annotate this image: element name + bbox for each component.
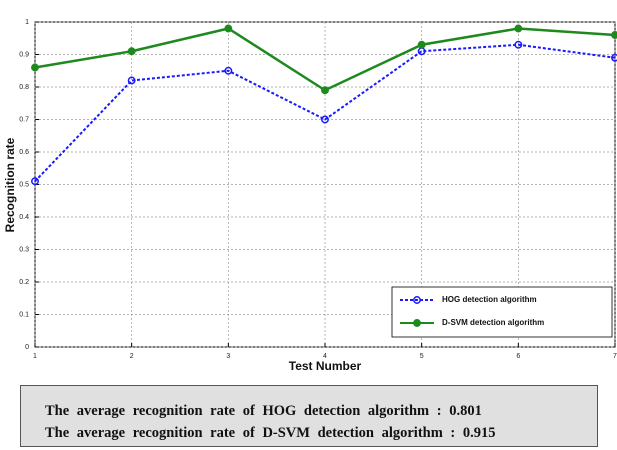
y-tick-label: 0.2 <box>19 279 29 286</box>
x-tick-label: 3 <box>226 353 230 360</box>
data-point <box>31 177 39 186</box>
caption-box: The average recognition rate of HOG dete… <box>20 385 598 447</box>
data-point <box>224 66 233 75</box>
y-tick-label: 0 <box>25 344 29 351</box>
data-point <box>417 40 426 49</box>
x-tick-label: 2 <box>130 353 134 360</box>
caption-line: The average recognition rate of D-SVM de… <box>45 425 496 441</box>
x-tick-label: 7 <box>613 353 617 360</box>
y-tick-label: 0.3 <box>19 246 29 253</box>
y-tick-label: 0.6 <box>19 149 29 156</box>
data-point <box>31 63 39 72</box>
y-tick-label: 0.5 <box>19 181 29 188</box>
data-point <box>224 24 233 33</box>
legend-label: HOG detection algorithm <box>442 295 537 304</box>
data-point <box>127 76 136 85</box>
y-tick-label: 0.1 <box>19 311 29 318</box>
chart: Test Number Recognition rate 0 0.1 0.2 0.3 0… <box>3 19 617 373</box>
series-line <box>34 43 616 182</box>
legend-marker <box>413 319 421 327</box>
x-axis-label: Test Number <box>289 359 362 373</box>
legend-box <box>391 286 613 338</box>
y-tick-label: 0.8 <box>19 84 29 91</box>
x-tick-label: 1 <box>33 353 37 360</box>
data-point <box>321 86 329 95</box>
x-tick-label: 5 <box>420 353 424 360</box>
y-tick-label: 1 <box>25 19 29 26</box>
legend-marker <box>413 296 421 304</box>
data-point <box>514 24 523 33</box>
data-point <box>321 115 329 124</box>
y-tick-label: 0.4 <box>19 214 29 221</box>
y-axis-label: Recognition rate <box>3 137 17 232</box>
data-point <box>514 40 523 49</box>
x-tick-label: 6 <box>516 353 520 360</box>
data-point <box>127 47 136 56</box>
x-tick-label: 4 <box>323 353 327 360</box>
data-point <box>611 53 617 62</box>
y-tick-label: 0.7 <box>19 116 29 123</box>
data-point <box>611 31 617 39</box>
legend-label: D-SVM detection algorithm <box>442 318 544 327</box>
caption-line: The average recognition rate of HOG dete… <box>45 403 482 419</box>
y-tick-label: 0.9 <box>19 51 29 58</box>
